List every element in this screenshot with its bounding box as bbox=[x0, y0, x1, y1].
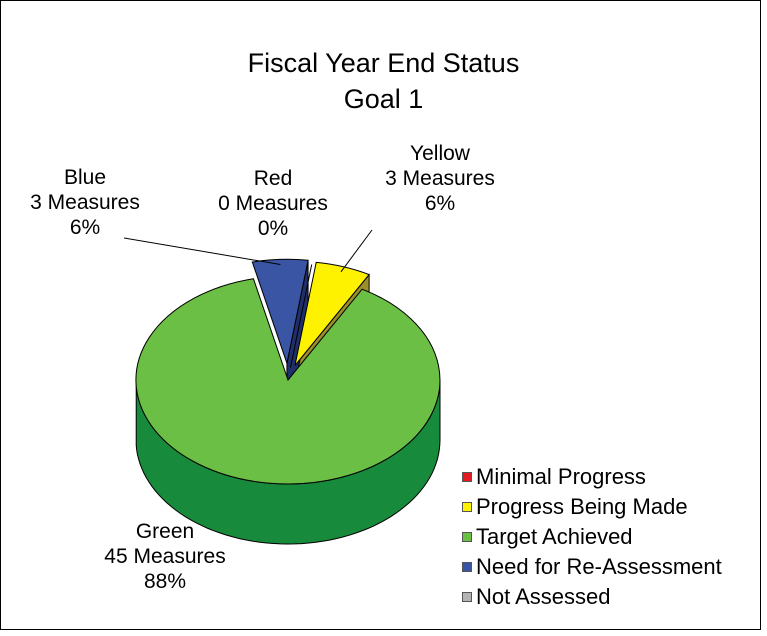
label-blue: Blue 3 Measures 6% bbox=[20, 165, 150, 240]
legend-item-not-assessed: Not Assessed bbox=[462, 582, 722, 612]
label-green: Green 45 Measures 88% bbox=[80, 519, 250, 594]
label-yellow-count: 3 Measures bbox=[385, 167, 495, 190]
legend-label: Progress Being Made bbox=[476, 494, 688, 519]
label-green-name: Green bbox=[135, 520, 195, 543]
chart-subtitle: Goal 1 bbox=[343, 84, 424, 114]
legend-swatch-gray bbox=[462, 592, 472, 602]
legend-item-progress-being-made: Progress Being Made bbox=[462, 492, 722, 522]
legend-swatch-green bbox=[462, 532, 472, 542]
label-red-pct: 0% bbox=[257, 217, 289, 240]
slice-green bbox=[135, 278, 441, 485]
leader-lines bbox=[123, 229, 373, 273]
slice-red bbox=[290, 264, 313, 368]
legend-swatch-yellow bbox=[462, 502, 472, 512]
chart-title: Fiscal Year End Status bbox=[247, 48, 520, 78]
legend-item-minimal-progress: Minimal Progress bbox=[462, 462, 722, 492]
legend-item-need-for-reassessment: Need for Re-Assessment bbox=[462, 552, 722, 582]
label-yellow: Yellow 3 Measures 6% bbox=[370, 141, 510, 216]
label-blue-count: 3 Measures bbox=[30, 191, 140, 214]
label-yellow-name: Yellow bbox=[410, 142, 470, 165]
slice-blue bbox=[251, 258, 309, 366]
label-red-count: 0 Measures bbox=[218, 192, 328, 215]
legend-label: Not Assessed bbox=[476, 584, 611, 609]
label-green-count: 45 Measures bbox=[104, 545, 226, 568]
legend-label: Need for Re-Assessment bbox=[476, 554, 722, 579]
label-blue-name: Blue bbox=[63, 166, 107, 189]
leader-line-yellow bbox=[340, 229, 373, 273]
legend-label: Minimal Progress bbox=[476, 464, 646, 489]
pie-slices bbox=[135, 258, 441, 485]
label-yellow-pct: 6% bbox=[424, 192, 456, 215]
legend-swatch-red bbox=[462, 472, 472, 482]
label-blue-pct: 6% bbox=[69, 216, 101, 239]
leader-line-blue bbox=[123, 237, 281, 265]
legend: Minimal Progress Progress Being Made Tar… bbox=[462, 462, 722, 612]
legend-item-target-achieved: Target Achieved bbox=[462, 522, 722, 552]
label-green-pct: 88% bbox=[143, 570, 187, 593]
legend-swatch-blue bbox=[462, 562, 472, 572]
label-red: Red 0 Measures 0% bbox=[210, 166, 336, 241]
legend-label: Target Achieved bbox=[476, 524, 633, 549]
slice-yellow bbox=[294, 261, 370, 366]
label-red-name: Red bbox=[253, 167, 293, 190]
